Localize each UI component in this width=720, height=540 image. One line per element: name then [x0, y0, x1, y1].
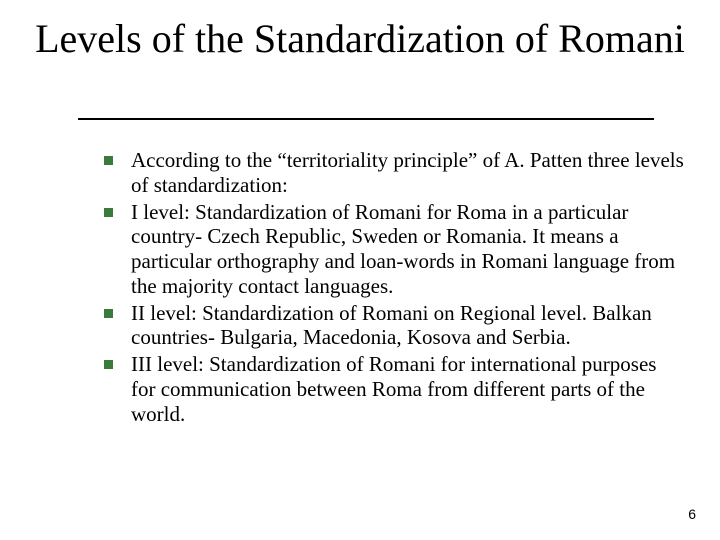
title-underline [78, 118, 654, 120]
slide: Levels of the Standardization of Romani … [0, 0, 720, 540]
list-item: III level: Standardization of Romani for… [104, 352, 684, 426]
list-item-text: III level: Standardization of Romani for… [131, 352, 684, 426]
list-item-text: According to the “territoriality princip… [131, 148, 684, 198]
list-item-text: II level: Standardization of Romani on R… [131, 301, 684, 351]
page-number: 6 [688, 506, 696, 522]
square-bullet-icon [104, 360, 113, 369]
list-item: According to the “territoriality princip… [104, 148, 684, 198]
body-text-block: According to the “territoriality princip… [104, 148, 684, 428]
slide-title: Levels of the Standardization of Romani [0, 16, 720, 62]
square-bullet-icon [104, 156, 113, 165]
square-bullet-icon [104, 309, 113, 318]
list-item-text: I level: Standardization of Romani for R… [131, 200, 684, 299]
list-item: I level: Standardization of Romani for R… [104, 200, 684, 299]
square-bullet-icon [104, 208, 113, 217]
list-item: II level: Standardization of Romani on R… [104, 301, 684, 351]
